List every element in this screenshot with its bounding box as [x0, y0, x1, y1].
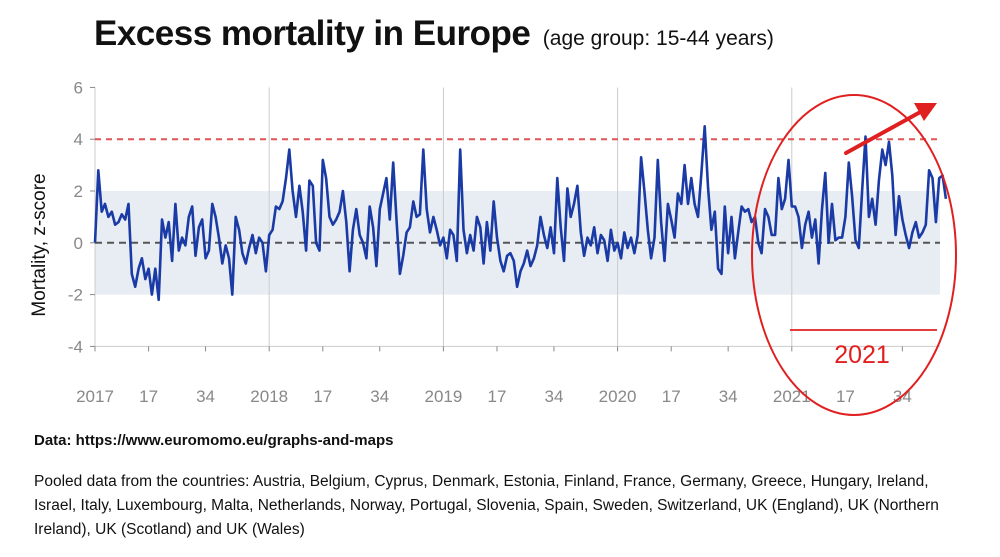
chart-subtitle: (age group: 15-44 years) [542, 27, 774, 50]
x-tick-label: 34 [370, 387, 389, 406]
mortality-line-chart: -4 -2 0 2 4 6 2017 17 34 2018 17 34 2019 17 34 2020 17 3… [29, 78, 957, 416]
y-tick-label: 4 [74, 130, 83, 149]
x-tick-label: 34 [719, 387, 738, 406]
x-tick-label: 17 [836, 387, 855, 406]
x-tick-label: 2018 [250, 387, 288, 406]
y-tick-label: 2 [74, 182, 83, 201]
chart-title-row: Excess mortality in Europe (age group: 1… [94, 14, 774, 54]
chart-title: Excess mortality in Europe [94, 14, 531, 53]
x-tick-label: 17 [313, 387, 332, 406]
x-tick-label: 2020 [599, 387, 637, 406]
series-line [93, 125, 948, 302]
y-tick-label: 6 [74, 78, 83, 97]
x-tick-label: 2017 [76, 387, 114, 406]
y-tick-label: 0 [74, 234, 83, 253]
annotation-label-2021: 2021 [834, 341, 890, 369]
x-tick-label: 2019 [424, 387, 462, 406]
trend-arrow-shaft [844, 108, 926, 155]
y-tick-label: -2 [68, 286, 83, 305]
highlight-ellipse [751, 94, 957, 416]
x-tick-label: 34 [544, 387, 563, 406]
trend-arrow-head [914, 103, 937, 121]
x-tick-label: 17 [488, 387, 507, 406]
x-tick-label: 17 [139, 387, 158, 406]
countries-note: Pooled data from the countries: Austria,… [34, 473, 939, 538]
y-axis-label: Mortality, z-score [29, 173, 50, 316]
x-tick-label: 17 [662, 387, 681, 406]
y-tick-label: -4 [68, 337, 83, 356]
x-tick-label: 34 [196, 387, 215, 406]
data-source: Data: https://www.euromomo.eu/graphs-and… [34, 432, 394, 449]
